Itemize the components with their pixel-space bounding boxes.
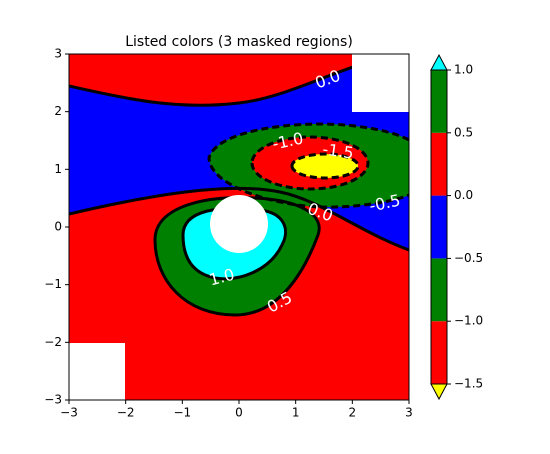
colorbar-band: [431, 70, 447, 133]
colorbar-band: [431, 132, 447, 196]
masked-region: [210, 195, 268, 253]
colorbar-frame: [430, 69, 448, 385]
colorbar-tick-label: −0.5: [454, 251, 483, 265]
colorbar-band: [431, 258, 447, 322]
colorbar-band: [431, 321, 447, 384]
colorbar-tick-label: 1.0: [454, 63, 473, 77]
colorbar-tick-label: 0.5: [454, 125, 473, 139]
y-tick-label: −3: [44, 393, 62, 407]
contour-line: [69, 186, 409, 252]
x-tick-label: 2: [349, 406, 357, 420]
y-tick-label: 3: [54, 47, 62, 61]
colorbar-tick-label: 0.0: [454, 188, 473, 202]
contour-line: [207, 122, 409, 209]
contour-line: [153, 196, 321, 317]
x-tick-label: −2: [117, 406, 135, 420]
x-tick-label: 3: [405, 406, 413, 420]
colorbar-band: [431, 195, 447, 259]
x-tick-label: 1: [292, 406, 300, 420]
contour-label: -1.5: [321, 139, 355, 162]
y-tick-label: 0: [54, 220, 62, 234]
x-tick-label: −1: [173, 406, 191, 420]
x-tick-label: 0: [235, 406, 243, 420]
chart-title: Listed colors (3 masked regions): [125, 34, 353, 50]
y-tick-label: 1: [54, 162, 62, 176]
masked-region: [352, 54, 409, 112]
colorbar-tick-label: −1.0: [454, 314, 483, 328]
contour-line: [69, 54, 400, 107]
masked-region: [69, 343, 125, 400]
colorbar-tick-label: −1.5: [454, 377, 483, 391]
x-tick-label: −3: [60, 406, 78, 420]
colorbar-extend-over: [430, 53, 448, 71]
contour-line: [250, 135, 370, 191]
colorbar-extend-under: [430, 383, 448, 401]
region: [292, 154, 358, 178]
y-tick-label: −1: [44, 277, 62, 291]
y-tick-label: −2: [44, 335, 62, 349]
y-tick-label: 2: [54, 104, 62, 118]
